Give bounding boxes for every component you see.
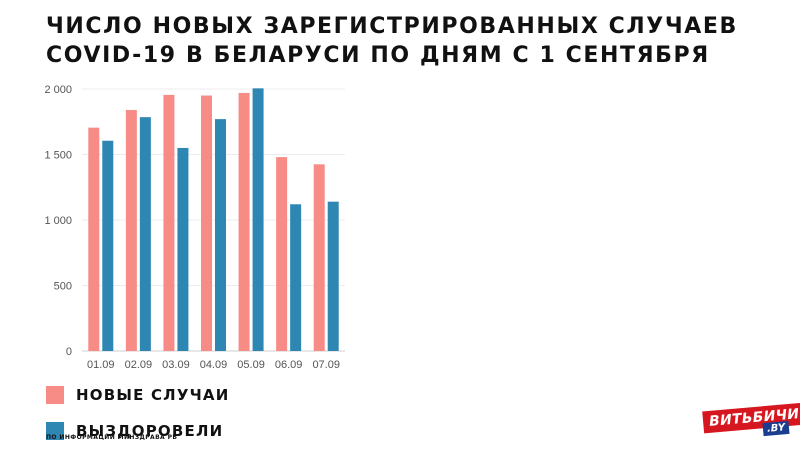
x-tick-label: 03.09 xyxy=(162,359,190,371)
bar-chart: 0 500 1 000 1 500 2 000 01.09 02.09 03.09 04.09… xyxy=(44,84,345,371)
bar-recovered xyxy=(139,117,151,351)
bar-new-cases xyxy=(201,95,212,351)
x-tick-label: 05.09 xyxy=(237,359,265,371)
legend-item-new-cases: НОВЫЕ СЛУЧАИ xyxy=(46,382,229,408)
y-tick-label: 2 000 xyxy=(44,84,72,96)
chart-title: ЧИСЛО НОВЫХ ЗАРЕГИСТРИРОВАННЫХ СЛУЧАЕВ C… xyxy=(46,12,738,70)
bar-recovered xyxy=(327,201,339,351)
bar-recovered xyxy=(252,88,264,351)
x-tick-label: 04.09 xyxy=(200,359,228,371)
bar-new-cases xyxy=(88,127,100,352)
bar-recovered xyxy=(215,119,226,351)
x-tick-label: 06.09 xyxy=(275,359,303,371)
chart-title-line-1: ЧИСЛО НОВЫХ ЗАРЕГИСТРИРОВАННЫХ СЛУЧАЕВ xyxy=(46,14,738,39)
bar-recovered xyxy=(177,147,189,351)
bar-new-cases xyxy=(163,94,175,352)
y-tick-label: 0 xyxy=(66,346,72,358)
bar-new-cases xyxy=(238,92,250,352)
legend-label-new-cases: НОВЫЕ СЛУЧАИ xyxy=(76,386,230,404)
legend-item-recovered: ВЫЗДОРОВЕЛИ xyxy=(46,418,229,444)
legend-label-recovered: ВЫЗДОРОВЕЛИ xyxy=(76,422,224,440)
source-note: ПО ИНФОРМАЦИИ МИНЗДРАВА РБ xyxy=(46,434,178,441)
y-tick-label: 1 000 xyxy=(44,215,72,227)
bar-new-cases xyxy=(276,157,288,351)
chart-bars xyxy=(88,88,339,352)
y-tick-label: 500 xyxy=(54,281,72,293)
bar-new-cases xyxy=(313,164,325,351)
logo-sub-text: .BY xyxy=(762,420,790,437)
bar-recovered xyxy=(290,204,302,351)
x-tick-label: 07.09 xyxy=(312,359,340,371)
x-axis-ticks: 01.09 02.09 03.09 04.09 05.09 06.09 07.09 xyxy=(87,359,340,371)
y-tick-label: 1 500 xyxy=(44,150,72,162)
chart-gridlines xyxy=(82,88,345,352)
chart-legend: НОВЫЕ СЛУЧАИ ВЫЗДОРОВЕЛИ xyxy=(46,382,229,454)
site-logo[interactable]: ВИТЬБИЧИ .BY xyxy=(702,402,800,437)
bar-recovered xyxy=(102,140,114,351)
y-axis-ticks: 0 500 1 000 1 500 2 000 xyxy=(44,84,72,358)
legend-swatch-new-cases xyxy=(46,386,64,404)
bar-new-cases xyxy=(125,109,137,352)
x-tick-label: 01.09 xyxy=(87,359,115,371)
x-tick-label: 02.09 xyxy=(125,359,153,371)
chart-title-line-2: COVID-19 В БЕЛАРУСИ ПО ДНЯМ С 1 СЕНТЯБРЯ xyxy=(46,43,710,68)
legend-swatch-recovered xyxy=(46,422,64,440)
